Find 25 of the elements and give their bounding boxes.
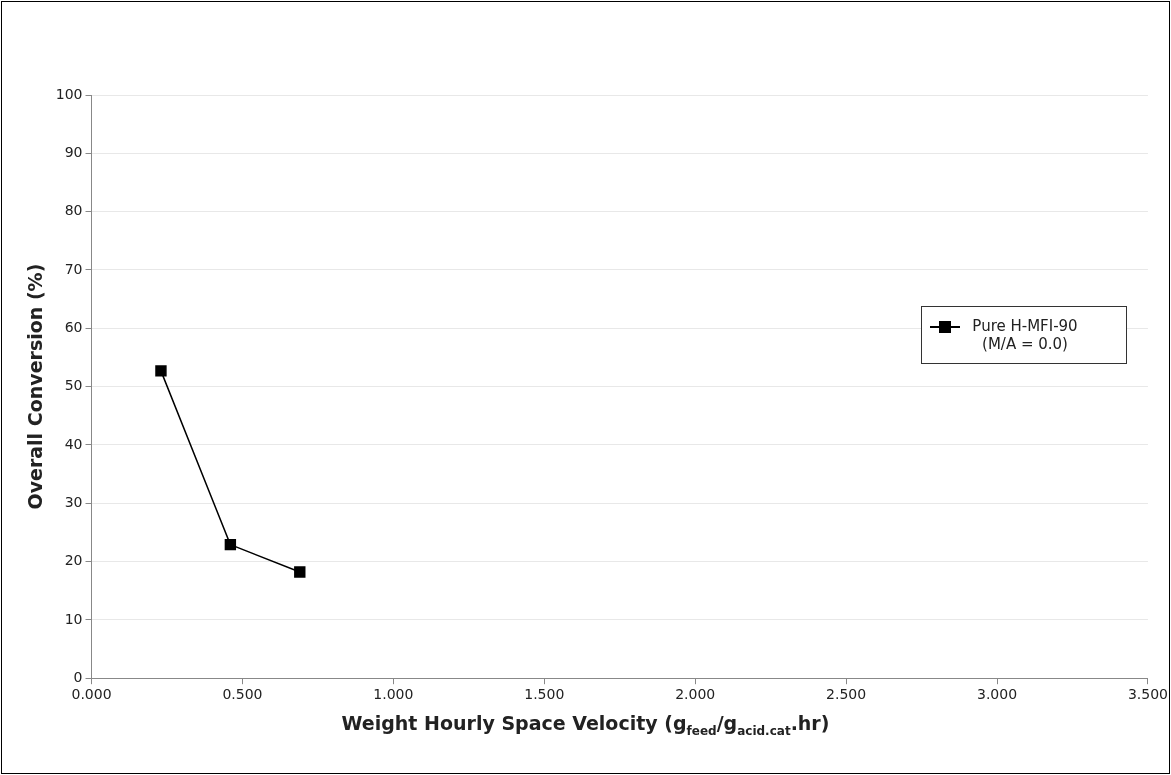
x-axis-title: Weight Hourly Space Velocity (g$_{feed}$/g$_{acid.cat}$.hr) [340, 712, 831, 738]
y-axis-title: Overall Conversion (%) [24, 263, 47, 510]
legend-label: Pure H-MFI-90 (M/A = 0.0) [971, 317, 1079, 353]
x-tick-label: 0.500 [222, 686, 263, 703]
y-tick-label: 20 [64, 552, 83, 569]
y-tick-label: 80 [64, 202, 83, 219]
x-tick-label: 0.000 [71, 686, 112, 703]
y-tick-label: 10 [64, 610, 83, 627]
point [294, 566, 306, 578]
x-tick-label: 1.500 [524, 686, 565, 703]
y-tick-label: 60 [64, 318, 83, 335]
x-tick-label: 3.500 [1127, 686, 1169, 703]
y-tick-label: 100 [55, 85, 83, 102]
point [155, 365, 167, 377]
y-tick-label: 0 [73, 668, 83, 685]
y-tick-label: 30 [64, 493, 83, 510]
y-tick-label: 40 [64, 435, 83, 452]
y-tick-label: 90 [64, 143, 83, 160]
y-tick-label: 70 [64, 260, 83, 277]
x-tick-label: 2.000 [675, 686, 716, 703]
x-tick-label: 3.000 [976, 686, 1018, 703]
x-tick-label: 2.500 [826, 686, 867, 703]
x-tick-label: 1.000 [373, 686, 414, 703]
y-tick-label: 50 [64, 377, 83, 394]
point [224, 538, 237, 551]
